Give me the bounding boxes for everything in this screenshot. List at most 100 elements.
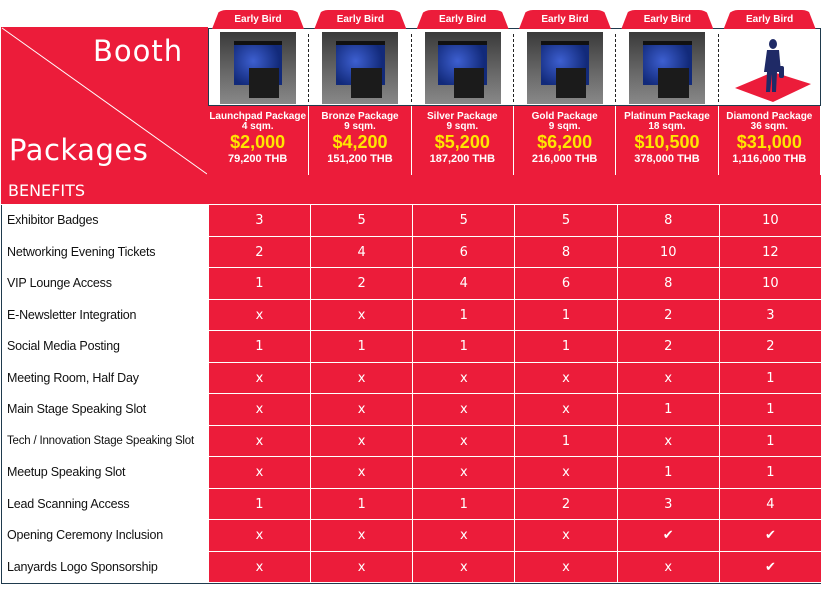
package-area: 4 sqm. [241, 121, 274, 132]
early-bird-badge: Early Bird [314, 10, 407, 29]
table-row: Social Media Posting 1 1 1 1 2 2 [2, 331, 822, 363]
benefit-value: 2 [310, 268, 413, 300]
benefit-value: x [310, 394, 413, 426]
table-row: Networking Evening Tickets 2 4 6 8 10 12 [2, 236, 822, 268]
divider [410, 34, 412, 102]
booth-render-image [220, 32, 296, 104]
benefit-value: 1 [310, 331, 413, 363]
booth-heading: Booth [93, 34, 184, 68]
package-price: $31,000 [736, 132, 802, 152]
benefit-value: 3 [718, 299, 822, 331]
benefit-value: 2 [514, 488, 617, 520]
benefit-value: x [310, 520, 413, 552]
benefit-value: ✔ [616, 520, 719, 552]
benefit-value: x [616, 551, 719, 583]
benefit-label: Meetup Speaking Slot [2, 457, 208, 489]
early-bird-badge: Early Bird [416, 10, 509, 29]
divider [512, 34, 514, 102]
table-row: VIP Lounge Access 1 2 4 6 8 10 [2, 268, 822, 300]
benefit-value: 1 [412, 299, 515, 331]
benefit-value: x [616, 362, 719, 394]
package-area: 36 sqm. [750, 121, 788, 132]
benefit-value: 6 [514, 268, 617, 300]
booth-render-image [424, 32, 501, 104]
benefit-value: 1 [207, 488, 311, 520]
packages-heading: Packages [9, 133, 149, 167]
benefit-value: 1 [718, 425, 822, 457]
benefit-label: Meeting Room, Half Day [2, 362, 208, 394]
benefit-value: x [616, 425, 719, 457]
benefit-value: x [514, 457, 617, 489]
benefit-value: 1 [412, 488, 515, 520]
benefit-value: 3 [616, 488, 719, 520]
table-row: Opening Ceremony Inclusion x x x x ✔ ✔ [2, 520, 822, 552]
package-price: $6,200 [537, 132, 593, 152]
benefit-value: 8 [514, 236, 617, 268]
benefit-value: 5 [514, 205, 617, 237]
package-area: 18 sqm. [648, 121, 686, 132]
early-bird-badge: Early Bird [212, 10, 304, 29]
benefit-value: x [207, 425, 311, 457]
benefit-value: x [207, 362, 311, 394]
benefit-value: 3 [207, 205, 311, 237]
package-price: $2,000 [230, 132, 286, 152]
divider [717, 34, 719, 102]
benefit-value: 2 [616, 299, 719, 331]
benefit-value: x [412, 394, 515, 426]
booth-render-image [322, 32, 399, 104]
benefit-value: x [412, 551, 515, 583]
package-header: Silver Package 9 sqm. $5,200 187,200 THB [411, 106, 514, 175]
benefit-value: 1 [616, 457, 719, 489]
table-row: Main Stage Speaking Slot x x x x 1 1 [2, 394, 822, 426]
benefit-value: x [310, 299, 413, 331]
benefit-label: Main Stage Speaking Slot [2, 394, 208, 426]
benefit-value: x [412, 520, 515, 552]
package-price-thb: 187,200 THB [429, 153, 496, 165]
package-price-thb: 79,200 THB [228, 153, 288, 165]
benefit-value: x [412, 425, 515, 457]
benefit-value: 8 [616, 268, 719, 300]
benefit-value: x [514, 362, 617, 394]
benefits-heading: BENEFITS [8, 181, 86, 200]
benefit-label: Lanyards Logo Sponsorship [2, 551, 208, 583]
benefit-value: 10 [616, 236, 719, 268]
benefit-value: x [310, 362, 413, 394]
table-row: Meetup Speaking Slot x x x x 1 1 [2, 457, 822, 489]
package-name: Launchpad Package [209, 111, 307, 122]
package-name: Gold Package [531, 111, 598, 122]
benefit-value: 8 [616, 205, 719, 237]
benefits-header-row [1, 175, 821, 204]
benefit-value: 10 [718, 268, 822, 300]
package-price-thb: 216,000 THB [531, 153, 598, 165]
package-price: $4,200 [332, 132, 388, 152]
package-name: Bronze Package [321, 111, 399, 122]
benefit-label: Tech / Innovation Stage Speaking Slot [2, 425, 208, 457]
benefit-value: ✔ [718, 551, 822, 583]
package-header: Bronze Package 9 sqm. $4,200 151,200 THB [309, 106, 412, 175]
benefit-value: 1 [207, 331, 311, 363]
benefit-value: x [207, 394, 311, 426]
benefit-value: 1 [412, 331, 515, 363]
package-price: $5,200 [434, 132, 490, 152]
benefit-label: VIP Lounge Access [2, 268, 208, 300]
benefit-value: x [310, 551, 413, 583]
benefit-value: 1 [718, 394, 822, 426]
booth-render-image [526, 32, 603, 104]
package-header: Gold Package 9 sqm. $6,200 216,000 THB [513, 106, 617, 175]
benefit-value: 1 [616, 394, 719, 426]
benefit-label: Lead Scanning Access [2, 488, 208, 520]
package-header: Diamond Package 36 sqm. $31,000 1,116,00… [718, 106, 821, 175]
benefit-value: x [310, 457, 413, 489]
benefit-value: x [514, 394, 617, 426]
benefit-value: x [412, 457, 515, 489]
table-row: Lanyards Logo Sponsorship x x x x x ✔ [2, 551, 822, 583]
table-row: Tech / Innovation Stage Speaking Slot x x x… [2, 425, 822, 457]
package-price-thb: 151,200 THB [327, 153, 393, 165]
benefit-value: 1 [718, 457, 822, 489]
benefit-value: 4 [412, 268, 515, 300]
benefit-value: 1 [207, 268, 311, 300]
benefit-value: 4 [310, 236, 413, 268]
package-area: 9 sqm. [344, 121, 376, 132]
benefit-label: Networking Evening Tickets [2, 236, 208, 268]
divider [308, 34, 310, 102]
